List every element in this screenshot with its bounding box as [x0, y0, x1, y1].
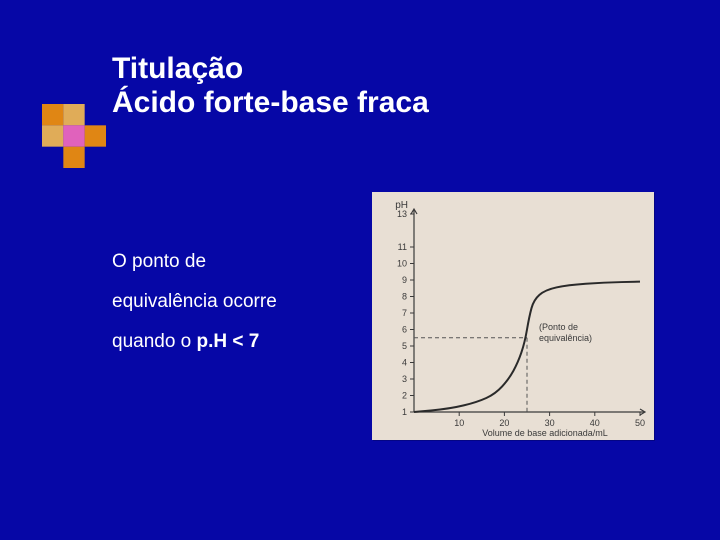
svg-text:2: 2 [402, 391, 407, 401]
svg-text:40: 40 [590, 418, 600, 428]
svg-text:1: 1 [402, 407, 407, 417]
svg-text:20: 20 [499, 418, 509, 428]
slide-title: Titulação Ácido forte-base fraca [112, 52, 429, 121]
title-line-2: Ácido forte-base fraca [112, 85, 429, 121]
svg-text:(Ponto de: (Ponto de [539, 322, 578, 332]
svg-text:10: 10 [454, 418, 464, 428]
body-line-2: equivalência ocorre [112, 282, 342, 322]
body-line-1: O ponto de [112, 242, 342, 282]
svg-text:Volume de base adicionada/mL: Volume de base adicionada/mL [482, 428, 608, 438]
svg-text:8: 8 [402, 292, 407, 302]
svg-text:4: 4 [402, 358, 407, 368]
body-text: O ponto de equivalência ocorre quando o … [112, 242, 342, 362]
body-line-3: quando o p.H < 7 [112, 322, 342, 362]
svg-text:equivalência): equivalência) [539, 333, 592, 343]
svg-text:5: 5 [402, 341, 407, 351]
svg-text:30: 30 [545, 418, 555, 428]
svg-text:11: 11 [398, 242, 407, 252]
svg-text:7: 7 [402, 308, 407, 318]
titration-chart: pH1234567891011131020304050Volume de bas… [372, 192, 654, 440]
svg-text:10: 10 [397, 259, 407, 269]
title-line-1: Titulação [112, 52, 429, 85]
svg-text:6: 6 [402, 325, 407, 335]
svg-text:3: 3 [402, 374, 407, 384]
svg-text:9: 9 [402, 275, 407, 285]
svg-text:13: 13 [397, 209, 407, 219]
bullet-decoration [42, 104, 106, 168]
svg-text:50: 50 [635, 418, 645, 428]
